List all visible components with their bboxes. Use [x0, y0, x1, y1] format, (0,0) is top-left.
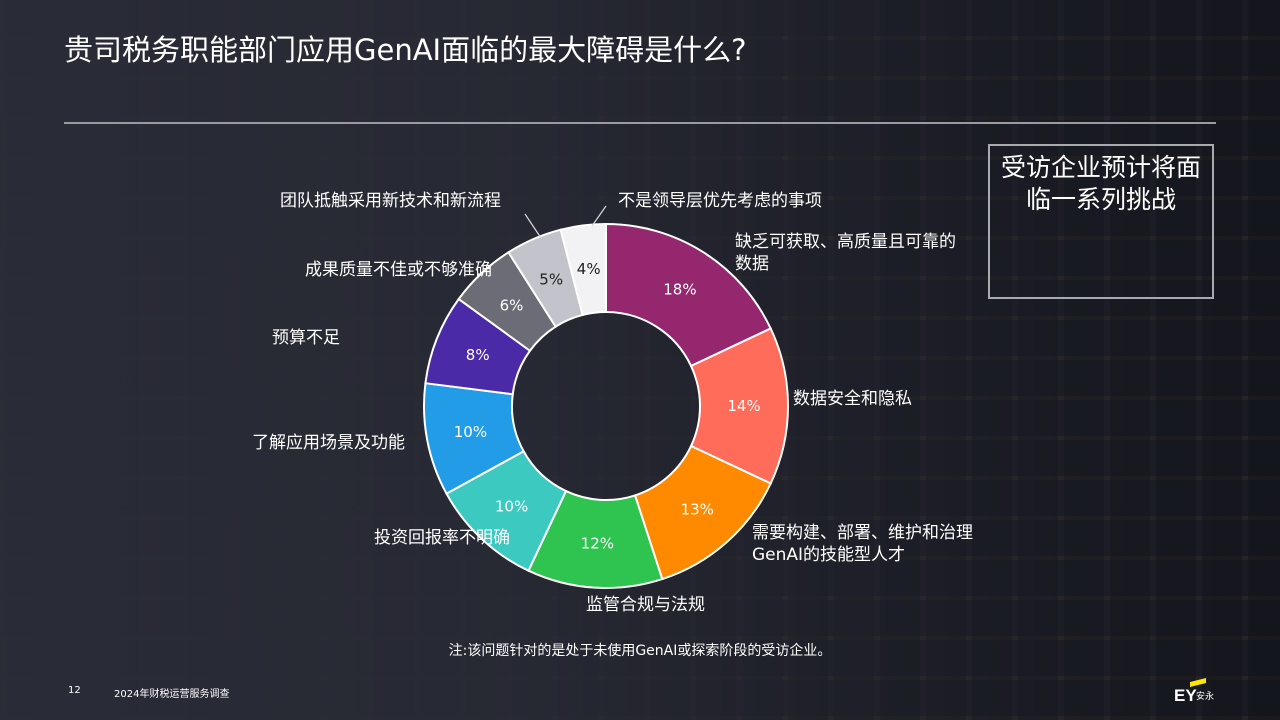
slice-value-label: 6% — [500, 296, 524, 314]
slice-value-label: 18% — [663, 280, 696, 298]
slice-category-label: 投资回报率不明确 — [374, 528, 510, 548]
title-divider — [64, 122, 1216, 124]
slide-title: 贵司税务职能部门应用GenAI面临的最大障碍是什么? — [64, 33, 747, 67]
logo-cn: 安永 — [1196, 692, 1215, 702]
slice-value-label: 5% — [539, 270, 563, 288]
slice-value-label: 4% — [577, 260, 601, 278]
logo-brand: EY — [1174, 686, 1197, 705]
survey-name: 2024年财税运营服务调查 — [114, 689, 230, 700]
slice-category-label: 预算不足 — [272, 328, 340, 348]
ey-logo: EY 安永 — [1172, 678, 1218, 708]
callout-box: 受访企业预计将面临一系列挑战 — [988, 144, 1214, 299]
slice-value-label: 10% — [495, 498, 528, 516]
slice-category-label: 需要构建、部署、维护和治理 GenAI的技能型人才 — [752, 523, 973, 565]
slice-value-label: 10% — [454, 423, 487, 441]
leader-line — [591, 205, 607, 227]
slice-category-label: 监管合规与法规 — [586, 595, 705, 615]
slice-value-label: 13% — [681, 501, 714, 519]
slice-category-label: 了解应用场景及功能 — [252, 433, 405, 453]
slice-category-label: 数据安全和隐私 — [793, 389, 912, 409]
slice-category-label: 不是领导层优先考虑的事项 — [618, 191, 822, 211]
leader-line — [524, 213, 542, 239]
slice-value-label: 12% — [581, 535, 614, 553]
slice-value-label: 8% — [466, 346, 490, 364]
footnote: 注:该问题针对的是处于未使用GenAI或探索阶段的受访企业。 — [448, 643, 832, 659]
slice-value-label: 14% — [727, 397, 760, 415]
page-number: 12 — [68, 685, 81, 696]
slice-category-label: 成果质量不佳或不够准确 — [305, 260, 492, 280]
slice-category-label: 缺乏可获取、高质量且可靠的数据 — [735, 232, 956, 274]
slice-category-label: 团队抵触采用新技术和新流程 — [280, 191, 501, 211]
donut-slice — [605, 222, 773, 368]
donut-slice — [559, 222, 607, 317]
